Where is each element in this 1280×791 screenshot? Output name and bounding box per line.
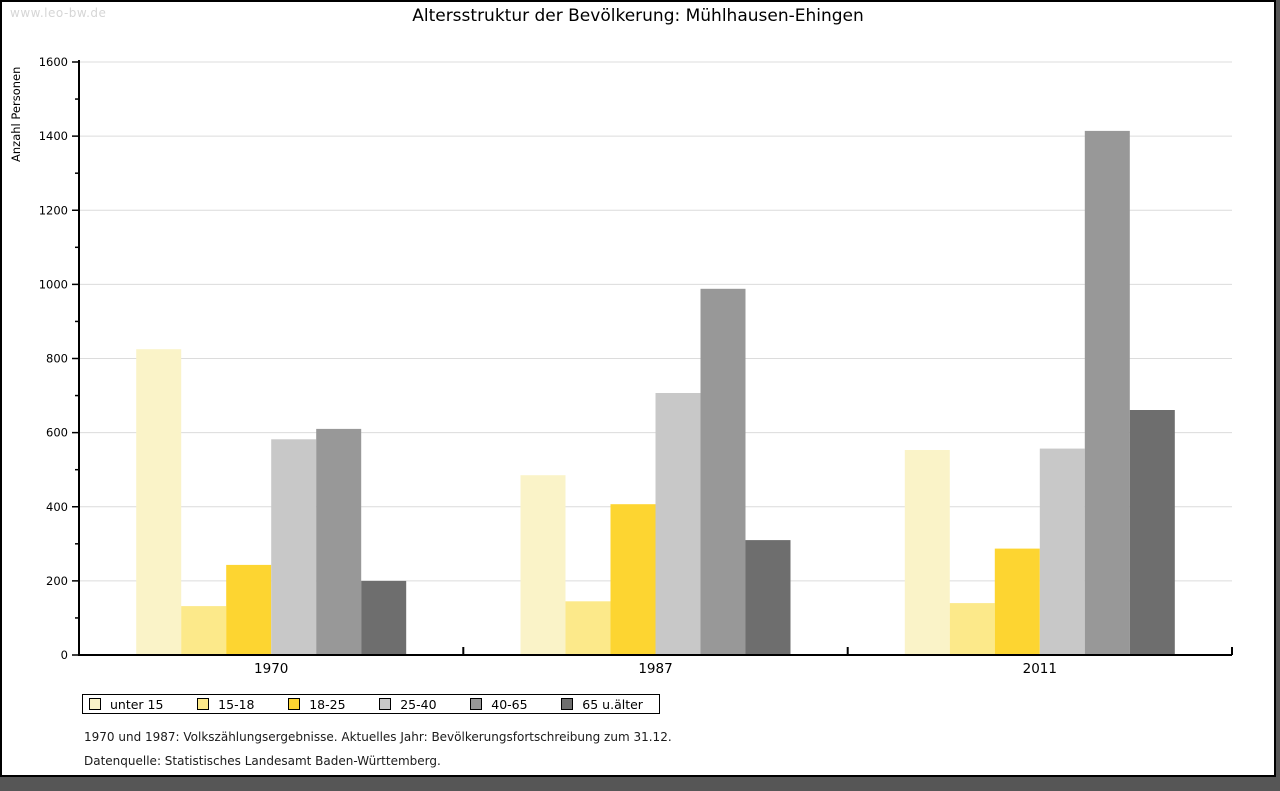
legend-label: 40-65	[491, 696, 528, 712]
x-tick-label: 1987	[638, 661, 672, 677]
bar-40-65-1987	[700, 288, 746, 655]
footnote-data-source: Datenquelle: Statistisches Landesamt Bad…	[84, 754, 441, 768]
legend-item-65-u-lter: 65 u.älter	[561, 697, 643, 712]
legend-label: 18-25	[309, 696, 346, 712]
legend-label: 15-18	[218, 696, 255, 712]
legend-item-18-25: 18-25	[288, 696, 346, 712]
y-tick-label: 1000	[39, 277, 68, 291]
chart-legend: unter 15 15-18 18-25 25-40 40-65 65 u.älter	[82, 694, 660, 714]
x-tick-label: 1970	[254, 661, 288, 677]
bar-40-65-2011	[1084, 130, 1130, 655]
y-tick-label: 400	[46, 500, 68, 514]
bar-25-40-1970	[271, 439, 317, 655]
bar-65-u-lter-1970	[361, 580, 407, 655]
legend-item-unter-15: unter 15	[89, 697, 163, 712]
legend-label: 25-40	[400, 696, 437, 712]
bar-unter-15-1970	[136, 349, 182, 655]
y-tick-label: 600	[46, 426, 68, 440]
page-title: Altersstruktur der Bevölkerung: Mühlhaus…	[412, 6, 864, 26]
bar-40-65-1970	[316, 428, 362, 655]
footnote-source-note: 1970 und 1987: Volkszählungsergebnisse. …	[84, 730, 672, 744]
legend-label: 65 u.älter	[582, 696, 643, 712]
y-tick-label: 1600	[39, 55, 68, 69]
bar-65-u-lter-1987	[745, 540, 791, 655]
bar-unter-15-2011	[904, 450, 950, 655]
bar-unter-15-1987	[520, 475, 566, 655]
legend-swatch	[379, 698, 392, 710]
legend-item-25-40: 25-40	[379, 696, 437, 712]
legend-swatch	[561, 698, 574, 710]
bar-15-18-1987	[565, 601, 611, 655]
legend-label: unter 15	[110, 696, 164, 712]
legend-swatch	[197, 698, 210, 710]
bar-25-40-1987	[655, 393, 701, 655]
bar-18-25-1987	[610, 504, 656, 655]
bar-15-18-2011	[949, 603, 995, 655]
bar-chart: 1970 1987 2011 0 200 400 600 800 1000 1200 1400 160…	[9, 55, 1233, 677]
y-tick-label: 1200	[39, 203, 68, 217]
legend-item-40-65: 40-65	[470, 696, 528, 712]
bar-65-u-lter-2011	[1129, 410, 1175, 655]
y-tick-label: 0	[61, 648, 68, 662]
bar-18-25-2011	[994, 548, 1040, 655]
bar-15-18-1970	[181, 606, 227, 655]
chart-frame: www.leo-bw.de Altersstruktur der Bevölke…	[0, 0, 1276, 777]
y-axis-title: Anzahl Personen	[9, 67, 23, 162]
legend-item-15-18: 15-18	[197, 696, 255, 712]
y-tick-label: 200	[46, 574, 68, 588]
y-tick-label: 1400	[39, 129, 68, 143]
bar-18-25-1970	[226, 564, 272, 655]
watermark: www.leo-bw.de	[10, 6, 107, 20]
bar-25-40-2011	[1039, 448, 1085, 655]
legend-swatch	[89, 698, 101, 710]
x-tick-label: 2011	[1023, 661, 1057, 677]
legend-swatch	[470, 698, 483, 710]
y-tick-label: 800	[46, 352, 68, 366]
legend-swatch	[288, 698, 301, 710]
